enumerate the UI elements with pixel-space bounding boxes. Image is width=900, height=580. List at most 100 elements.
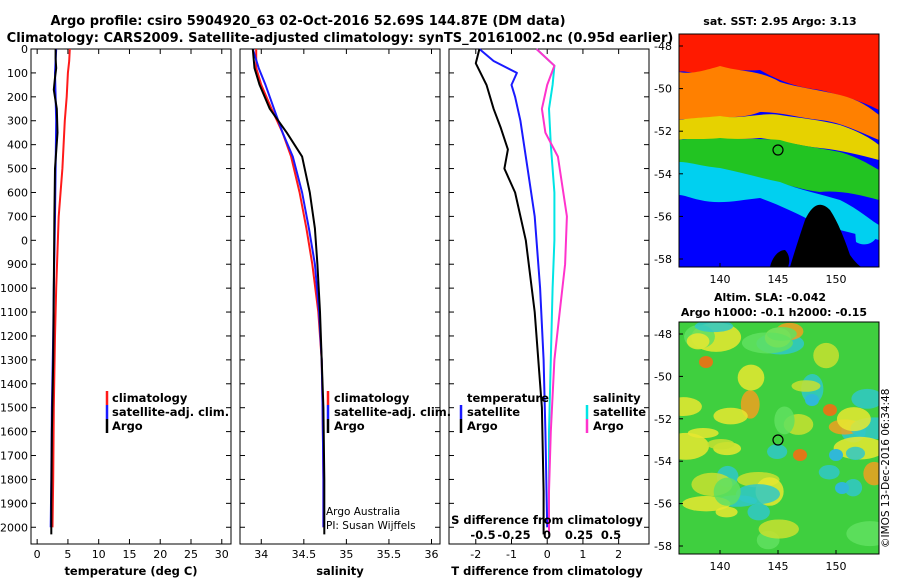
credit-pi: PI: Susan Wijffels	[326, 520, 416, 532]
salinity-x-tick-label: 36	[424, 548, 438, 561]
depth-tick-label: 400	[7, 139, 28, 152]
sla-blob	[813, 342, 840, 369]
difference-line-salinity-satellite	[535, 48, 556, 528]
sla-blob	[766, 327, 797, 341]
imos-timestamp: ©IMOS 13-Dec-2016 06:34:48	[880, 389, 892, 548]
figure-title: Argo profile: csiro 5904920_63 02-Oct-20…	[50, 14, 565, 29]
sla-anomaly-blobs	[679, 322, 879, 550]
sla-blob	[851, 388, 879, 409]
s-difference-tick-label: -0.5	[470, 528, 495, 542]
difference-line-salinity-argo	[535, 48, 568, 535]
sla-blob-core	[805, 394, 819, 406]
legend-label-satellite: satellite-adj. clim.	[334, 405, 451, 419]
difference-x-tick-label: 2	[615, 548, 622, 561]
sla-blob	[679, 432, 710, 460]
difference-plot-frame	[448, 48, 650, 545]
salinity-line-climatology	[255, 49, 325, 528]
sla-map-ticks: 140 145 150 -48 -50 -52 -54 -56 -58	[654, 328, 846, 573]
credit-argo-australia: Argo Australia	[326, 506, 400, 518]
sla-blob	[737, 364, 765, 391]
salinity-x-tick-label: 35	[339, 548, 353, 561]
difference-legend: temperature satellite Argo salinity sate…	[459, 391, 646, 433]
depth-tick-label: 1300	[0, 354, 28, 367]
sla-y-tick-label: -50	[654, 370, 672, 383]
sst-x-tick-label: 150	[826, 273, 847, 286]
depth-tick-label: 1700	[0, 450, 28, 463]
legend-label-climatology: climatology	[112, 391, 188, 405]
sst-map-ticks: 140 145 150 -48 -50 -52 -54 -56 -58	[654, 40, 846, 286]
difference-x-tick-label: 1	[579, 548, 586, 561]
salinity-plot-frame	[239, 48, 441, 545]
temperature-x-tick-label: 0	[34, 548, 41, 561]
sla-blob-core	[823, 404, 837, 416]
sst-black-region	[790, 204, 862, 267]
temperature-x-tick-label: 20	[153, 548, 167, 561]
depth-tick-label: 0	[21, 234, 28, 247]
s-difference-tick-label: -0.25	[497, 528, 530, 542]
sst-yellow-band	[679, 114, 879, 160]
depth-tick-label: 600	[7, 186, 28, 199]
sla-blob-core	[835, 482, 849, 494]
depth-tick-label: 1500	[0, 402, 28, 415]
salinity-xlabel: salinity	[316, 564, 364, 578]
sla-blob	[715, 506, 738, 518]
sla-blob-core	[699, 356, 713, 368]
salinity-line-argo	[251, 48, 326, 535]
sla-blob	[713, 407, 748, 425]
depth-tick-label: 1600	[0, 426, 28, 439]
sla-blob	[844, 479, 863, 497]
sst-y-tick-label: -48	[654, 40, 672, 53]
s-difference-ticks: -0.5 -0.25 0 0.25 0.5	[470, 528, 621, 542]
sla-x-tick-label: 150	[826, 560, 847, 573]
sla-blob	[767, 444, 788, 460]
salinity-line-satellite-adj-clim-	[251, 48, 325, 528]
salinity-x-tick-label: 35.5	[377, 548, 402, 561]
axis-ticks: 0 5 10 15 20 25 30 34 34.5 35 35.5 36 -2 -1 0 1 20100200…	[0, 43, 649, 561]
sst-y-tick-label: -56	[654, 210, 672, 223]
sst-x-tick-label: 140	[710, 273, 731, 286]
depth-tick-label: 1100	[0, 306, 28, 319]
sst-y-tick-label: -52	[654, 125, 672, 138]
sst-x-tick-label: 145	[768, 273, 789, 286]
sla-map	[679, 322, 879, 554]
legend-label-salinity-satellite: satellite	[593, 405, 646, 419]
sla-blob	[845, 446, 865, 460]
sla-map-subtitle: Argo h1000: -0.1 h2000: -0.15	[681, 306, 867, 319]
s-difference-label: S difference from climatology	[451, 513, 643, 527]
sla-blob	[747, 503, 770, 521]
sst-map-frame	[678, 33, 880, 268]
sst-y-tick-label: -50	[654, 83, 672, 96]
legend-label-argo: Argo	[112, 419, 143, 433]
difference-xlabel: T difference from climatology	[451, 564, 643, 578]
depth-tick-label: 1000	[0, 282, 28, 295]
difference-line-temperature-argo	[474, 48, 545, 535]
depth-tick-label: 1200	[0, 330, 28, 343]
sst-green-band	[679, 138, 879, 200]
sla-y-tick-label: -48	[654, 328, 672, 341]
temperature-x-tick-label: 5	[64, 548, 71, 561]
sla-float-location-marker	[772, 434, 784, 446]
temperature-line-climatology	[51, 48, 71, 528]
sla-blob	[679, 397, 702, 417]
sla-blob	[713, 477, 741, 506]
sla-blob	[694, 322, 734, 333]
depth-tick-label: 1800	[0, 473, 28, 486]
temperature-x-tick-label: 15	[122, 548, 136, 561]
sla-blob-core	[829, 449, 843, 461]
sla-map-title: Altim. SLA: -0.042	[714, 291, 826, 304]
legend-label-argo: Argo	[334, 419, 365, 433]
depth-tick-label: 500	[7, 163, 28, 176]
sst-map-title: sat. SST: 2.95 Argo: 3.13	[703, 15, 856, 28]
difference-profile-lines	[474, 48, 568, 535]
legend-title-salinity: salinity	[593, 391, 641, 405]
difference-line-temperature-satellite	[478, 48, 549, 528]
legend-label-salinity-argo: Argo	[593, 419, 624, 433]
sla-y-tick-label: -56	[654, 498, 672, 511]
depth-tick-label: 200	[7, 91, 28, 104]
sla-y-tick-label: -54	[654, 455, 672, 468]
sla-blob	[774, 406, 795, 435]
figure-subtitle: Climatology: CARS2009. Satellite-adjuste…	[7, 31, 674, 46]
sla-blob	[707, 438, 735, 450]
legend-label-climatology: climatology	[334, 391, 410, 405]
